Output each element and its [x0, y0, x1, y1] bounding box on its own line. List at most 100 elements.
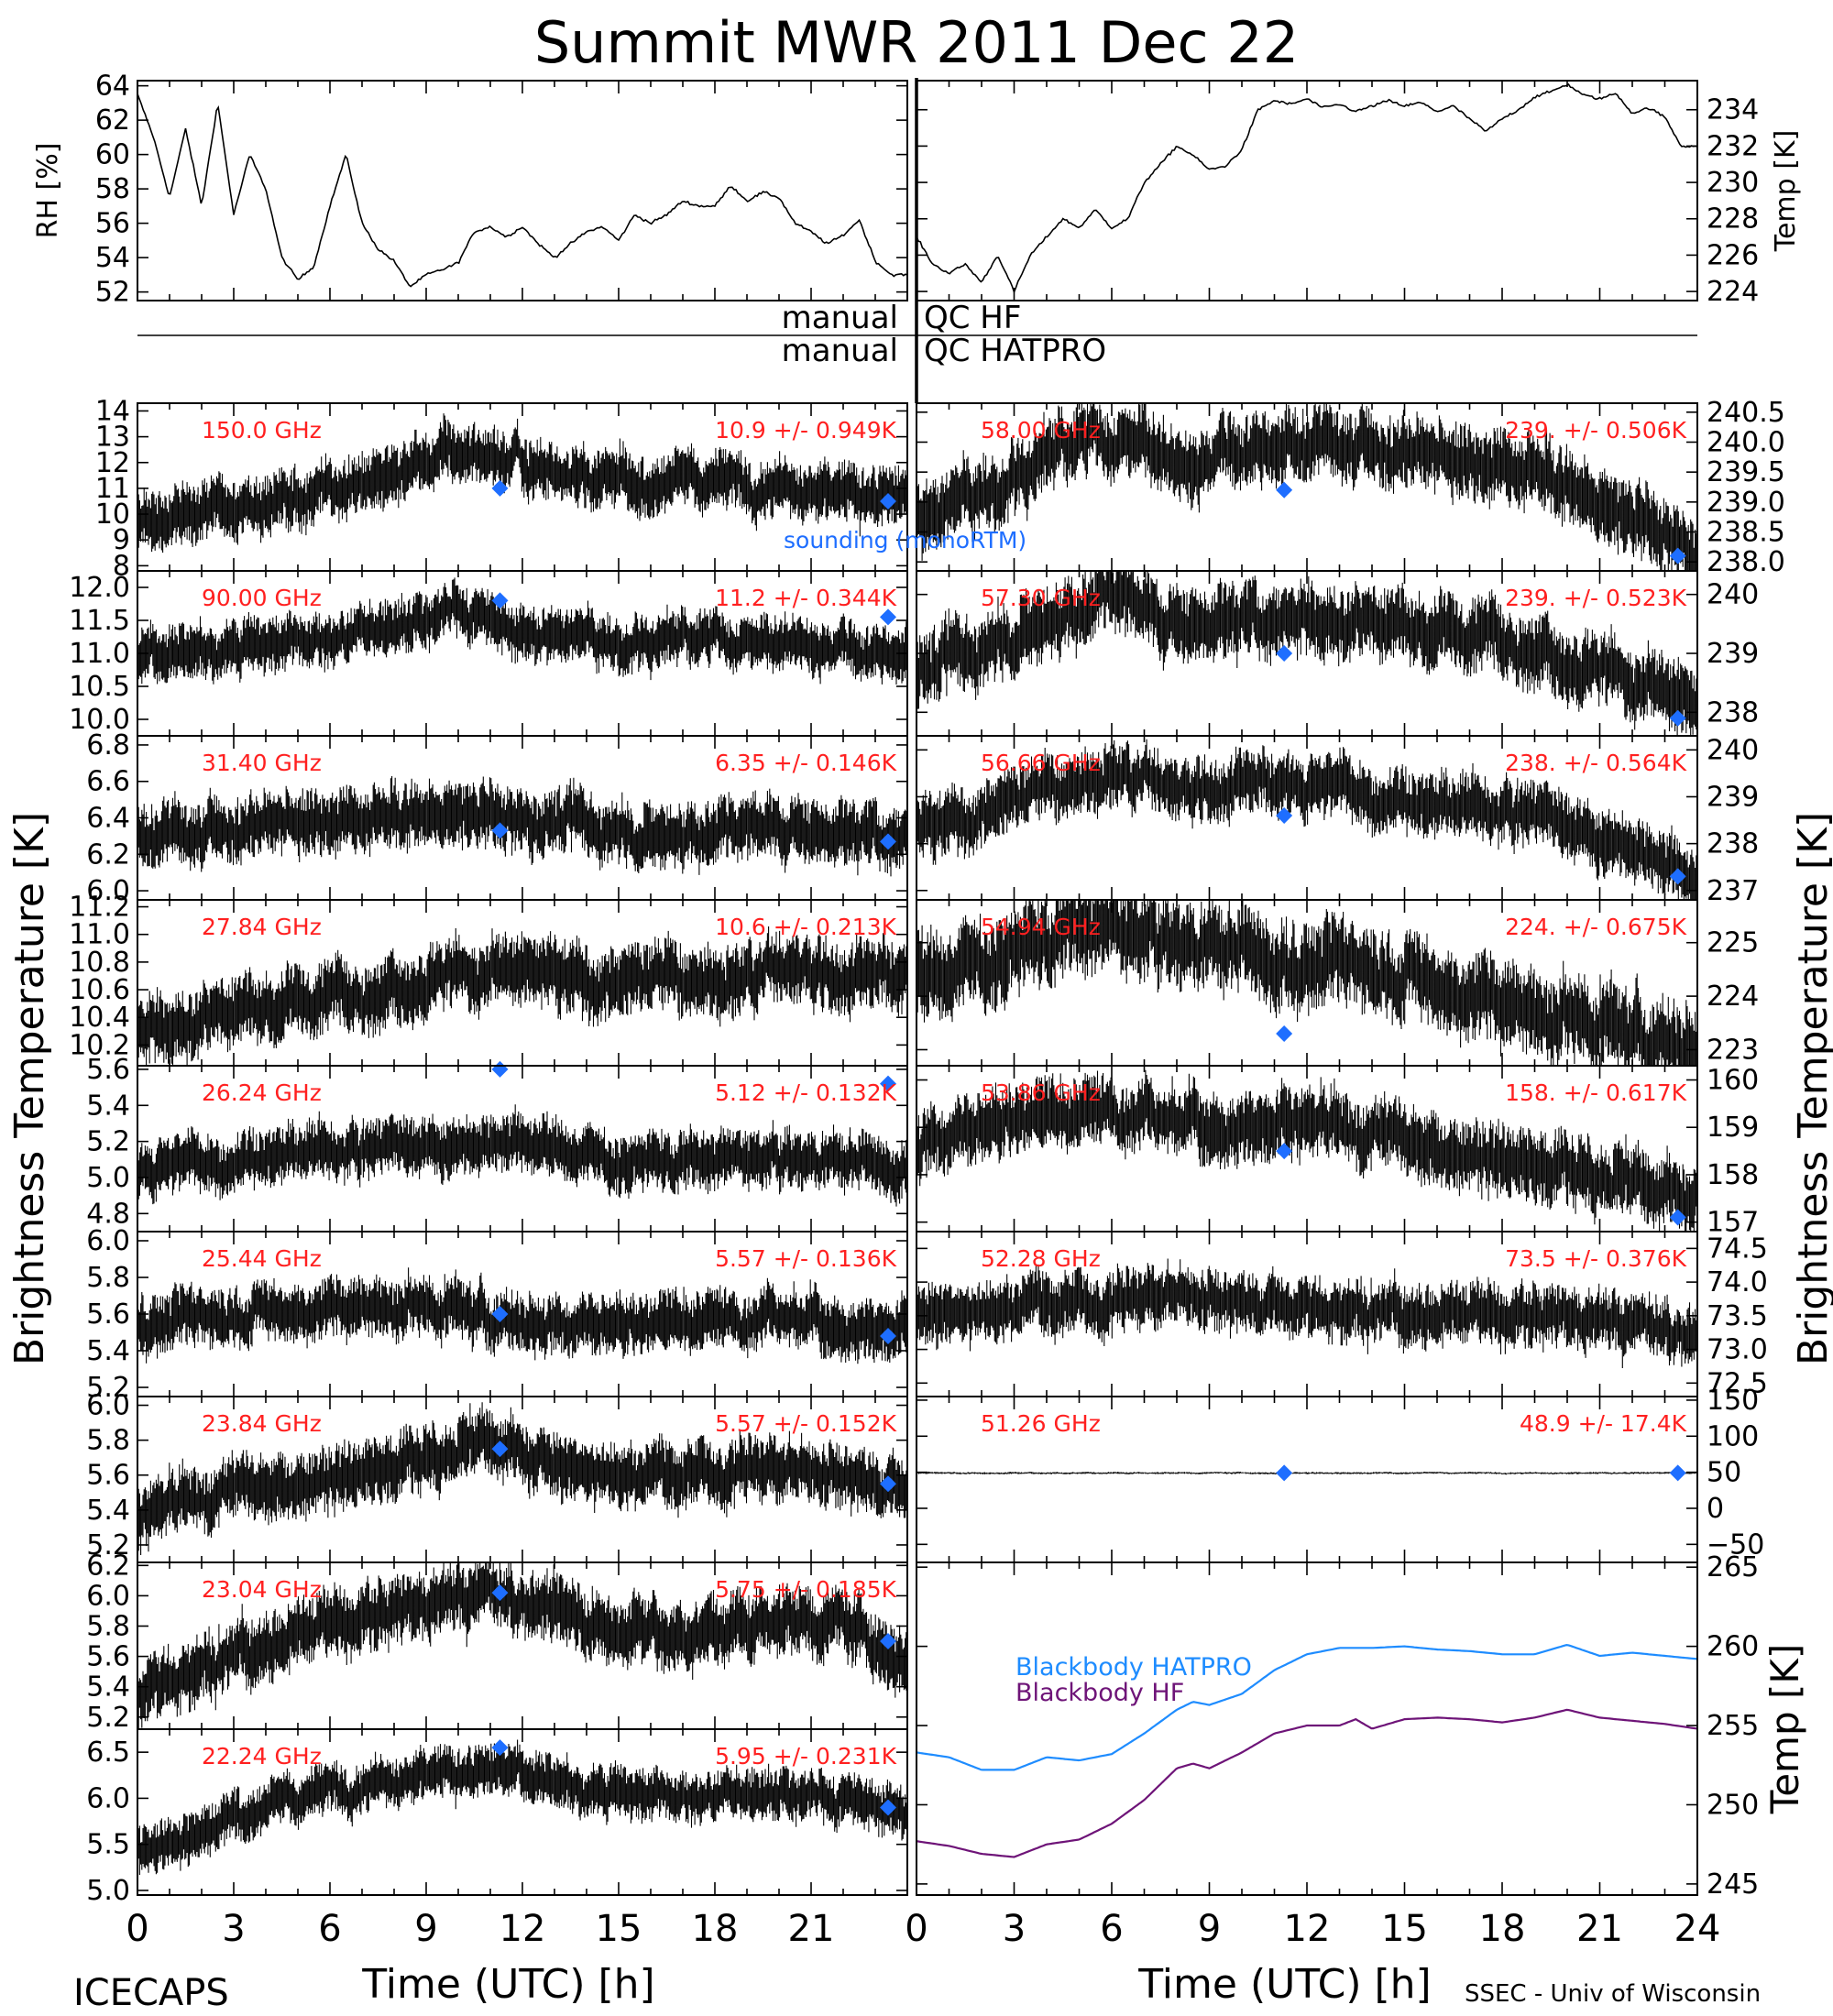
y-tick-label: 5.4 — [86, 1335, 130, 1367]
stats-label: 5.75 +/- 0.185K — [715, 1576, 897, 1603]
panel-ylabel: RH [%] — [32, 143, 64, 239]
y-tick-label: 5.0 — [86, 1875, 130, 1907]
y-tick-label: 4.8 — [86, 1198, 130, 1230]
y-tick-label: 5.2 — [86, 1529, 130, 1561]
sounding-marker — [1669, 709, 1686, 727]
data-points-R4 — [916, 900, 1697, 1066]
y-tick-label: 6.4 — [86, 803, 130, 835]
y-tick-label: 12 — [95, 447, 130, 479]
x-tick-label: 3 — [222, 1908, 245, 1950]
sounding-marker — [1669, 868, 1686, 885]
y-tick-label: 5.5 — [86, 1829, 130, 1861]
y-tick-label: 5.8 — [86, 1425, 130, 1457]
frequency-label: 31.40 GHz — [202, 750, 322, 776]
sounding-marker — [1276, 481, 1293, 499]
y-tick-label: 255 — [1707, 1710, 1759, 1742]
y-tick-label: 60 — [95, 139, 130, 171]
panel-ylabel: Temp [K] — [1762, 1644, 1807, 1815]
y-tick-label: 5.4 — [86, 1671, 130, 1704]
frequency-label: 53.86 GHz — [981, 1079, 1101, 1106]
x-tick-label: 24 — [1674, 1908, 1721, 1950]
sounding-marker — [491, 1584, 509, 1602]
y-tick-label: 237 — [1707, 875, 1759, 907]
sounding-marker — [1276, 1464, 1293, 1482]
stats-label: 158. +/- 0.617K — [1505, 1079, 1687, 1106]
sounding-marker — [491, 592, 509, 609]
y-tick-label: 6.8 — [86, 729, 130, 761]
sounding-marker — [491, 822, 509, 839]
panel-ylabel: Temp [K] — [1770, 130, 1802, 253]
y-tick-label: 64 — [95, 71, 130, 103]
y-tick-label: 52 — [95, 277, 130, 309]
data-points-L2 — [137, 577, 907, 685]
x-tick-label: 18 — [692, 1908, 739, 1950]
frequency-label: 57.30 GHz — [981, 585, 1101, 611]
y-tick-label: 260 — [1707, 1631, 1759, 1663]
y-tick-label: 239 — [1707, 638, 1759, 670]
sounding-legend: sounding (monoRTM) — [784, 527, 1026, 553]
y-tick-label: 250 — [1707, 1789, 1759, 1821]
y-tick-label: 238.5 — [1707, 517, 1785, 549]
panel-R2: 238 239 240 57.30 GHz 239. +/- 0.523K — [916, 571, 1759, 736]
x-tick-label: 21 — [788, 1908, 835, 1950]
y-tick-label: 238 — [1707, 828, 1759, 860]
sounding-marker — [491, 1739, 509, 1757]
frequency-label: 150.0 GHz — [202, 417, 322, 444]
series-line-blackbody-hatpro — [916, 1643, 1697, 1771]
y-tick-label: 8 — [113, 550, 130, 582]
panel-R6: 72.573.073.574.074.5 52.28 GHz 73.5 +/- 0.… — [916, 1232, 1768, 1399]
data-points-R6 — [916, 1258, 1697, 1368]
x-tick-label: 6 — [1100, 1908, 1123, 1950]
y-tick-label: 5.2 — [86, 1126, 130, 1158]
frequency-label: 58.00 GHz — [981, 417, 1101, 444]
data-points-L7 — [137, 1402, 907, 1555]
series-line-rh — [137, 93, 907, 288]
x-tick-label: 0 — [905, 1908, 927, 1950]
frequency-label: 27.84 GHz — [202, 914, 322, 940]
stats-label: 238. +/- 0.564K — [1505, 750, 1687, 776]
xlabel-right: Time (UTC) [h] — [1137, 1961, 1431, 2008]
sounding-marker — [880, 1799, 896, 1816]
sounding-marker — [880, 1633, 896, 1650]
y-tick-label: 150 — [1707, 1385, 1759, 1417]
data-points-L3 — [137, 776, 907, 877]
panel-L2: 10.010.511.011.512.0 90.00 GHz 11.2 +/- 0.… — [69, 571, 908, 736]
frequency-label: 90.00 GHz — [202, 585, 322, 611]
y-tick-label: 5.6 — [86, 1460, 130, 1492]
y-tick-label: 5.8 — [86, 1610, 130, 1642]
plot-frame — [137, 80, 908, 301]
y-tick-label: 228 — [1707, 203, 1759, 236]
y-tick-label: 11.2 — [69, 892, 130, 924]
panel-R5: 157 158 159 160 53.86 GHz 158. +/- 0.617K — [916, 1065, 1759, 1239]
frequency-label: 26.24 GHz — [202, 1079, 322, 1106]
data-points-L4 — [137, 926, 907, 1066]
y-tick-label: 56 — [95, 208, 130, 240]
ylabel-right: Brightness Temperature [K] — [1790, 812, 1833, 1365]
y-tick-label: 240.5 — [1707, 397, 1785, 429]
y-tick-label: 225 — [1707, 927, 1759, 959]
y-tick-label: 100 — [1707, 1420, 1759, 1452]
plot-frame — [137, 1728, 908, 1896]
stats-label: 5.95 +/- 0.231K — [715, 1743, 897, 1769]
y-tick-label: 10.0 — [69, 704, 130, 736]
panel-R4: 223 224 225 54.94 GHz 224. +/- 0.675K — [916, 900, 1759, 1066]
legend-hatpro: Blackbody HATPRO — [1015, 1653, 1252, 1682]
stats-label: 73.5 +/- 0.376K — [1505, 1245, 1687, 1272]
y-tick-label: 11.0 — [69, 919, 130, 951]
y-tick-label: 6.0 — [86, 1390, 130, 1422]
frequency-label: 25.44 GHz — [202, 1245, 322, 1272]
y-tick-label: 224 — [1707, 276, 1759, 308]
x-tick-label: 3 — [1003, 1908, 1026, 1950]
y-tick-label: 11.5 — [69, 605, 130, 637]
stats-label: 5.57 +/- 0.136K — [715, 1245, 897, 1272]
y-tick-label: 158 — [1707, 1159, 1759, 1191]
y-tick-label: 6.0 — [86, 1782, 130, 1814]
sounding-marker — [491, 1306, 509, 1322]
x-tick-label: 21 — [1576, 1908, 1623, 1950]
sounding-marker — [491, 1441, 509, 1458]
